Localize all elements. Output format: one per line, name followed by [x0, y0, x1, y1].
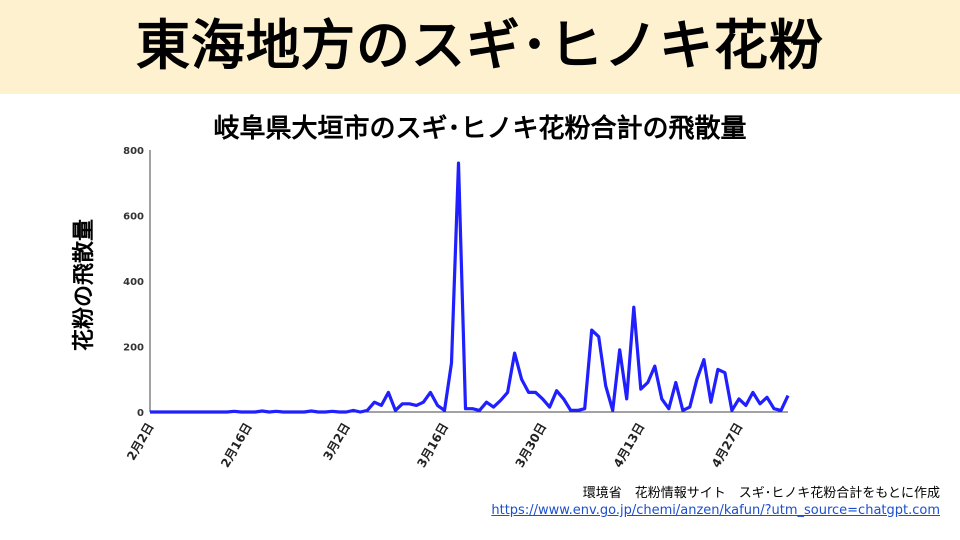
chart-title: 岐阜県大垣市のスギ･ヒノキ花粉合計の飛散量 — [213, 114, 747, 144]
title-banner — [0, 0, 960, 94]
y-tick-label: 200 — [123, 343, 144, 354]
source-note: 環境省 花粉情報サイト スギ･ヒノキ花粉合計をもとに作成 — [582, 486, 940, 501]
page-title: 東海地方のスギ･ヒノキ花粉 — [136, 14, 824, 77]
series-line — [150, 161, 790, 414]
x-tick-label: 2月2日 — [124, 421, 156, 463]
y-axis: 0 200 400 600 800 — [123, 146, 151, 419]
y-tick-label: 400 — [123, 277, 144, 288]
y-tick-label: 800 — [123, 146, 144, 157]
source-link[interactable]: https://www.env.go.jp/chemi/anzen/kafun/… — [491, 503, 940, 518]
x-tick-label: 2月16日 — [218, 421, 255, 470]
x-tick-label: 4月13日 — [611, 421, 648, 470]
x-tick-label: 3月30日 — [513, 421, 550, 470]
x-axis: 2月2日 2月16日 3月2日 3月16日 3月30日 4月13日 4月27日 — [124, 411, 788, 470]
y-tick-label: 0 — [137, 408, 144, 419]
x-tick-label: 4月27日 — [709, 421, 746, 470]
x-tick-label: 3月16日 — [414, 421, 451, 470]
x-tick-label: 3月2日 — [320, 421, 352, 463]
y-tick-label: 600 — [123, 212, 144, 223]
